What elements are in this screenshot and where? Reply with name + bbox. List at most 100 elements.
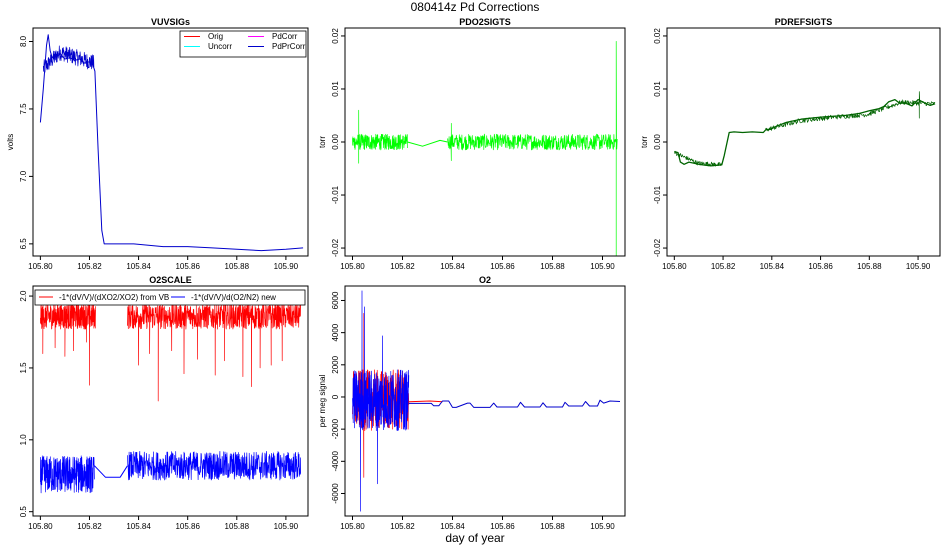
- vuvsigs-xtick-label: 105.82: [77, 262, 102, 271]
- o2-xtick-label: 105.90: [590, 522, 615, 531]
- pdo2sigts-ytick-label: 0.00: [331, 134, 340, 150]
- vuvsigs-legend-label: PdPrCorr: [272, 42, 306, 51]
- o2scale-xtick-label: 105.84: [126, 522, 151, 531]
- vuvsigs-xtick-label: 105.88: [225, 262, 250, 271]
- o2scale-xtick-label: 105.88: [225, 522, 250, 531]
- shared-x-axis-label: day of year: [445, 531, 505, 545]
- o2-ytick-label: 0: [331, 394, 340, 399]
- vuvsigs-xtick-label: 105.80: [28, 262, 53, 271]
- pdo2sigts-series-pdo2-noise-2: [447, 40, 618, 256]
- pdrefsigts-series-pdref-noise-2: [765, 91, 936, 132]
- pdrefsigts-xtick-label: 105.90: [906, 262, 931, 271]
- pdrefsigts-ytick-label: -0.01: [653, 185, 662, 204]
- o2scale-legend: -1*(dV/V)/(dXO2/XO2) from VB -1*(dV/V)/d(…: [34, 289, 306, 306]
- pdo2sigts-series-group: [352, 40, 618, 256]
- o2scale-series-new-noise-2: [127, 450, 301, 481]
- pdrefsigts-ytick-label: 0.00: [653, 134, 662, 150]
- figure-title: 080414z Pd Corrections: [410, 0, 540, 14]
- o2scale-title: O2SCALE: [149, 275, 192, 285]
- panel-o2: 105.80 105.82 105.84 105.86 105.88 105.90 -600…: [318, 275, 626, 531]
- pdrefsigts-ytick-label: 0.02: [653, 28, 662, 44]
- vuvsigs-ytick-label: 7.5: [19, 103, 28, 115]
- o2-ytick-label: -2000: [331, 418, 340, 439]
- vuvsigs-title: VUVSIGs: [151, 17, 190, 27]
- o2scale-ytick-label: 0.5: [19, 506, 28, 518]
- o2-series-blue-step: [408, 399, 621, 408]
- o2-ytick-label: -6000: [331, 483, 340, 504]
- o2scale-ytick-label: 2.0: [19, 290, 28, 302]
- pdo2sigts-y-axis-label: torr: [318, 136, 327, 148]
- vuvsigs-series-pdprcorr: [39, 34, 304, 252]
- pdo2sigts-series-pdo2-noise-1: [352, 109, 408, 164]
- pdrefsigts-ytick-label: -0.02: [653, 238, 662, 257]
- o2-series-group: [352, 290, 621, 512]
- vuvsigs-plot-frame: [32, 27, 309, 257]
- o2scale-ytick-label: 1.5: [19, 362, 28, 374]
- pdrefsigts-xtick-label: 105.82: [711, 262, 736, 271]
- vuvsigs-series-pdprcorr-noise: [42, 45, 95, 73]
- vuvsigs-ytick-label: 6.5: [19, 238, 28, 250]
- o2-ytick-label: 6000: [331, 291, 340, 309]
- o2-xtick-label: 105.86: [490, 522, 515, 531]
- pdrefsigts-series-pdref-noise-1: [674, 150, 723, 167]
- o2-title: O2: [479, 275, 491, 285]
- panel-pdrefsigts: 105.80 105.82 105.84 105.86 105.88 105.90 -0.0…: [640, 17, 941, 271]
- vuvsigs-ytick-label: 8.0: [19, 35, 28, 47]
- pdo2sigts-xtick-label: 105.88: [540, 262, 565, 271]
- o2-xtick-label: 105.82: [390, 522, 415, 531]
- o2-ytick-label: -4000: [331, 451, 340, 472]
- panel-o2scale: 105.80 105.82 105.84 105.86 105.88 105.90 0.5 1…: [19, 275, 309, 531]
- o2scale-series-fromvb-noise-1: [40, 303, 96, 386]
- o2-ytick-label: 4000: [331, 323, 340, 341]
- pdo2sigts-xtick-label: 105.82: [390, 262, 415, 271]
- vuvsigs-legend-box: [179, 30, 307, 58]
- vuvsigs-y-axis-label: volts: [6, 134, 15, 150]
- o2scale-xtick-label: 105.86: [175, 522, 200, 531]
- vuvsigs-xtick-label: 105.84: [126, 262, 151, 271]
- pdo2sigts-series-pdo2: [407, 139, 448, 147]
- o2scale-series-new: [94, 465, 128, 478]
- panel-pdo2sigts: 105.80 105.82 105.84 105.86 105.88 105.90 -0.0…: [318, 17, 626, 271]
- pdrefsigts-plot-frame: [666, 27, 941, 257]
- pdo2sigts-xtick-label: 105.90: [590, 262, 615, 271]
- o2scale-legend-label: -1*(dV/V)/(dXO2/XO2) from VB: [59, 293, 169, 302]
- vuvsigs-series-group: [39, 34, 304, 252]
- pdo2sigts-ytick-label: 0.02: [331, 28, 340, 44]
- pdo2sigts-ytick-label: -0.01: [331, 185, 340, 204]
- pdrefsigts-title: PDREFSIGTS: [775, 17, 833, 27]
- panel-vuvsigs: 105.80 105.82 105.84 105.86 105.88 105.90 6.5 7…: [6, 17, 309, 271]
- pdo2sigts-ytick-label: 0.01: [331, 81, 340, 97]
- o2-series-blue-noise: [352, 290, 410, 512]
- o2-ytick-label: 2000: [331, 355, 340, 373]
- o2scale-ytick-label: 1.0: [19, 434, 28, 446]
- pdo2sigts-xtick-label: 105.84: [440, 262, 465, 271]
- pdrefsigts-series-group: [674, 91, 936, 167]
- pdo2sigts-xtick-label: 105.80: [340, 262, 365, 271]
- o2scale-xtick-label: 105.80: [28, 522, 53, 531]
- o2scale-plot-frame: [32, 285, 309, 517]
- o2scale-series-fromvb-noise-2: [127, 302, 301, 402]
- o2-series-red-line: [408, 400, 443, 403]
- o2-y-axis-label: per meg signal: [318, 375, 327, 428]
- pdrefsigts-xtick-label: 105.84: [760, 262, 785, 271]
- pdo2sigts-title: PDO2SIGTS: [459, 17, 511, 27]
- pdo2sigts-xtick-label: 105.86: [490, 262, 515, 271]
- o2scale-xtick-label: 105.82: [77, 522, 102, 531]
- vuvsigs-legend-label: Orig: [208, 32, 223, 41]
- vuvsigs-ytick-label: 7.0: [19, 170, 28, 182]
- o2-xtick-label: 105.88: [540, 522, 565, 531]
- pdrefsigts-xtick-label: 105.80: [662, 262, 687, 271]
- o2scale-series-new-noise-1: [40, 455, 95, 494]
- pdrefsigts-ytick-label: 0.01: [653, 81, 662, 97]
- pdrefsigts-xtick-label: 105.88: [857, 262, 882, 271]
- vuvsigs-legend-label: PdCorr: [272, 32, 298, 41]
- vuvsigs-xtick-label: 105.86: [175, 262, 200, 271]
- pdo2sigts-ytick-label: -0.02: [331, 238, 340, 257]
- o2scale-legend-label: -1*(dV/V)/d(O2/N2) new: [191, 293, 276, 302]
- o2scale-xtick-label: 105.90: [274, 522, 299, 531]
- pdrefsigts-xtick-label: 105.86: [808, 262, 833, 271]
- o2-xtick-label: 105.84: [440, 522, 465, 531]
- vuvsigs-xtick-label: 105.90: [274, 262, 299, 271]
